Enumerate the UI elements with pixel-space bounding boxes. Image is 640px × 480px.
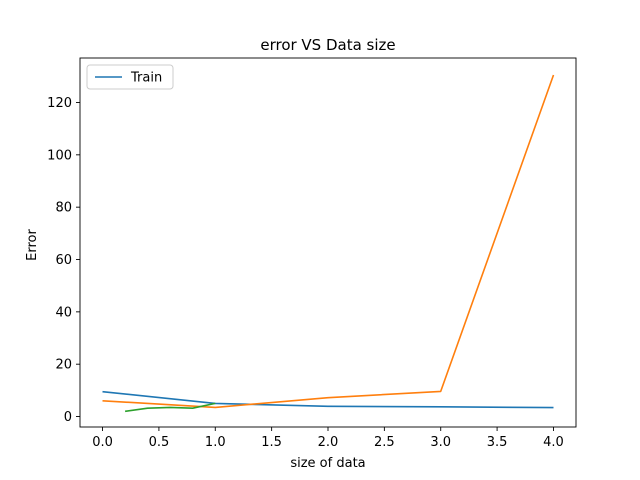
- legend-label: Train: [130, 71, 162, 86]
- legend-box: [86, 64, 174, 90]
- series-line-3: [124, 402, 216, 413]
- x-tick-label: 3.5: [487, 435, 508, 450]
- x-tick-label: 0.0: [92, 435, 113, 450]
- y-axis-title: Error: [25, 229, 40, 261]
- y-tick-label: 120: [47, 96, 72, 111]
- y-tick-label: 60: [55, 253, 72, 268]
- x-axis-title: size of data: [290, 456, 365, 471]
- plot-area: [79, 57, 577, 428]
- y-tick-label: 40: [55, 305, 72, 320]
- series-line-1: [102, 390, 554, 409]
- y-axis: 0 20 40 60 80 100 120: [47, 96, 80, 425]
- x-tick-label: 2.0: [318, 435, 339, 450]
- chart-title: error VS Data size: [260, 36, 395, 54]
- y-tick-label: 0: [64, 410, 72, 425]
- x-tick-label: 2.5: [374, 435, 395, 450]
- y-tick-label: 20: [55, 358, 72, 373]
- series-line-2: [102, 74, 555, 409]
- x-tick-label: 4.0: [543, 435, 564, 450]
- x-tick-label: 3.0: [430, 435, 451, 450]
- x-tick-label: 1.0: [205, 435, 226, 450]
- x-tick-label: 0.5: [149, 435, 170, 450]
- y-tick-label: 80: [55, 201, 72, 216]
- x-tick-label: 1.5: [261, 435, 282, 450]
- x-axis: 0.0 0.5 1.0 1.5 2.0 2.5 3.0 3.5 4.0: [92, 427, 564, 450]
- y-tick-label: 100: [47, 148, 72, 163]
- legend: Train: [86, 64, 174, 90]
